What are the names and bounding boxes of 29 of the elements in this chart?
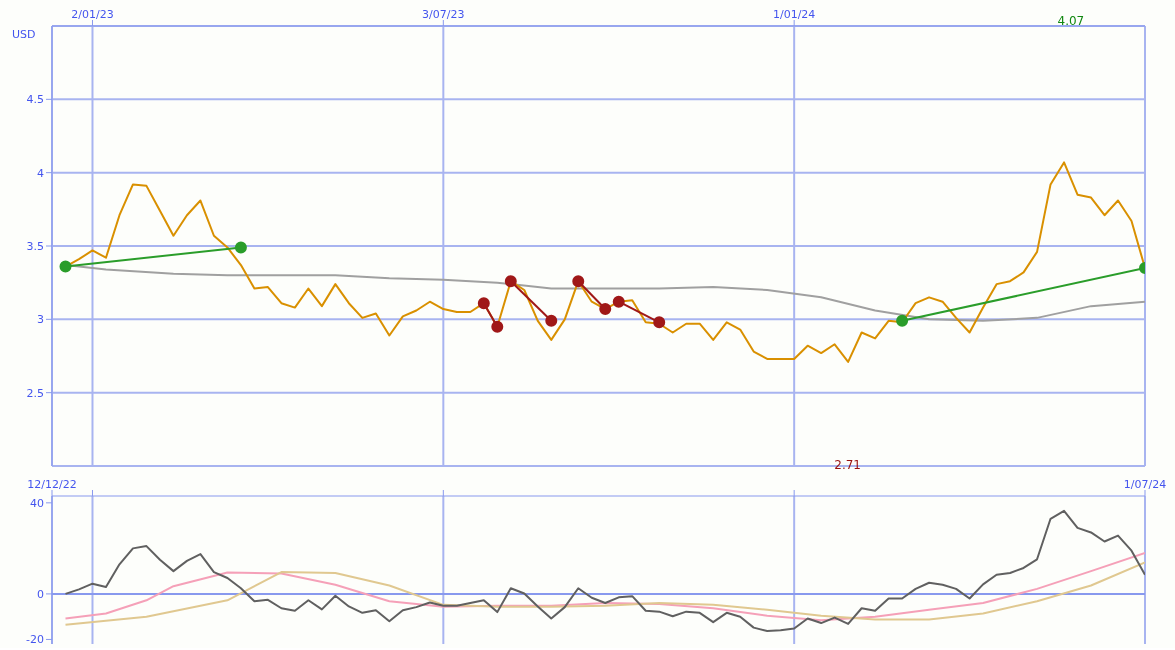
y-tick-label: 2.5 — [26, 386, 44, 400]
line-series — [64, 509, 1145, 633]
point — [477, 297, 490, 310]
x-tick-label: 1/07/24 — [1123, 478, 1167, 491]
x-tick-label: 1/01/24 — [772, 8, 816, 21]
annotation: 4.07 — [1057, 14, 1085, 28]
point — [599, 303, 612, 316]
x-tick-label: 3/07/23 — [422, 8, 465, 21]
line-series — [64, 551, 1145, 622]
point — [491, 320, 504, 333]
point — [504, 275, 517, 288]
point — [572, 275, 585, 288]
point — [59, 260, 72, 273]
y-axis-title: USD — [12, 27, 36, 41]
y-tick-label: 3 — [37, 313, 44, 327]
x-tick-label: 12/12/22 — [27, 478, 77, 491]
line-series — [64, 561, 1145, 626]
point — [234, 241, 247, 254]
y-tick-label: 4 — [37, 166, 44, 180]
y-tick-label: 0 — [37, 587, 44, 601]
x-tick-label: 2/01/23 — [71, 8, 114, 21]
y-tick-label: -20 — [26, 633, 44, 647]
y-tick-label: 40 — [30, 496, 44, 510]
y-tick-label: 4.5 — [26, 93, 44, 107]
annotation: 2.71 — [834, 458, 861, 472]
point — [653, 316, 666, 329]
y-tick-label: 3.5 — [26, 239, 44, 253]
point — [545, 314, 558, 327]
point — [612, 295, 625, 308]
